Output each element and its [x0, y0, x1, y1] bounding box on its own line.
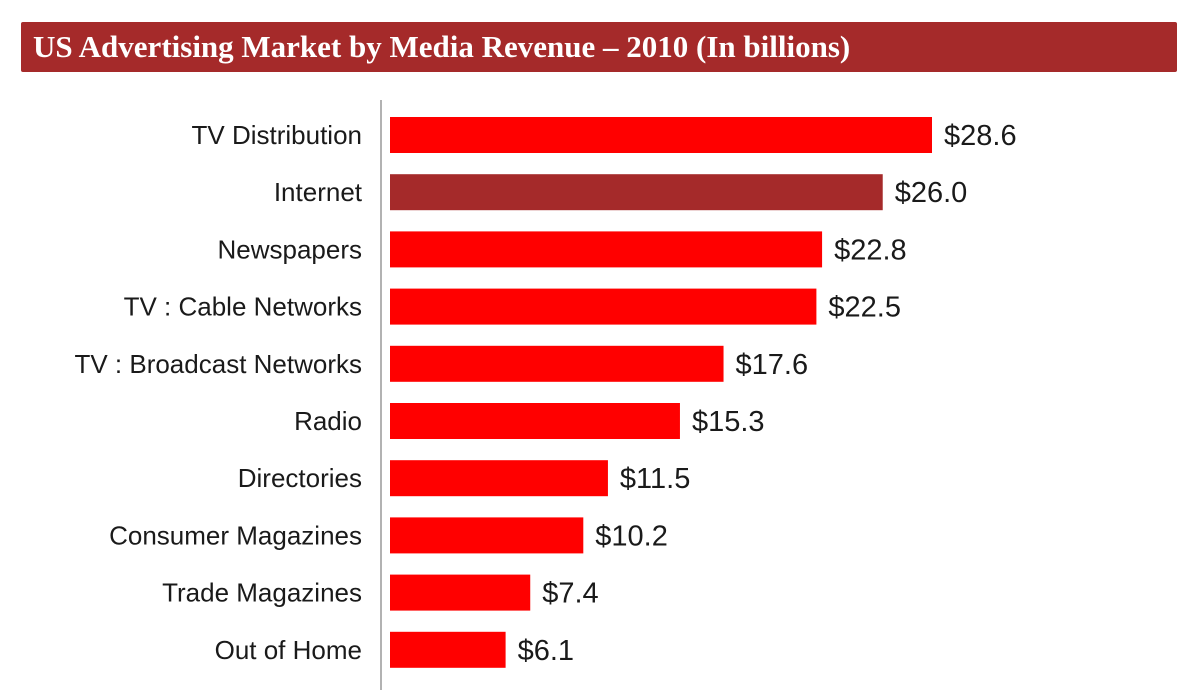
bar-3	[390, 288, 817, 325]
value-label: $22.5	[828, 292, 901, 324]
value-label: $22.8	[834, 234, 907, 266]
bar-4	[390, 345, 724, 382]
value-label: $6.1	[518, 635, 574, 667]
bar-5	[390, 403, 680, 439]
category-label: Internet	[274, 177, 363, 207]
value-label: $7.4	[542, 578, 598, 610]
bar-1	[390, 174, 883, 211]
bars-group: TV Distribution $28.6 Internet $26.0 Newspap…	[74, 117, 1017, 668]
category-label: Out of Home	[215, 635, 362, 665]
category-label: TV : Broadcast Networks	[74, 349, 362, 379]
category-label: Trade Magazines	[162, 578, 362, 608]
category-label: TV : Cable Networks	[124, 292, 362, 322]
bar-2	[390, 231, 823, 268]
bar-6	[390, 460, 608, 497]
chart-title-bar: US Advertising Market by Media Revenue –…	[21, 22, 1177, 72]
value-label: $17.6	[736, 349, 809, 381]
chart-title: US Advertising Market by Media Revenue –…	[33, 29, 851, 64]
bar-8	[390, 574, 531, 611]
value-label: $11.5	[620, 463, 690, 495]
bar-9	[390, 631, 506, 668]
value-label: $26.0	[895, 177, 968, 209]
category-label: Consumer Magazines	[109, 520, 362, 550]
bar-0	[390, 117, 932, 153]
value-label: $15.3	[692, 406, 765, 438]
value-label: $10.2	[595, 520, 668, 552]
value-label: $28.6	[944, 120, 1017, 152]
bar-7	[390, 517, 584, 554]
category-label: Directories	[238, 463, 362, 493]
category-label: Newspapers	[217, 234, 362, 264]
category-label: TV Distribution	[192, 120, 363, 150]
category-label: Radio	[294, 406, 362, 436]
